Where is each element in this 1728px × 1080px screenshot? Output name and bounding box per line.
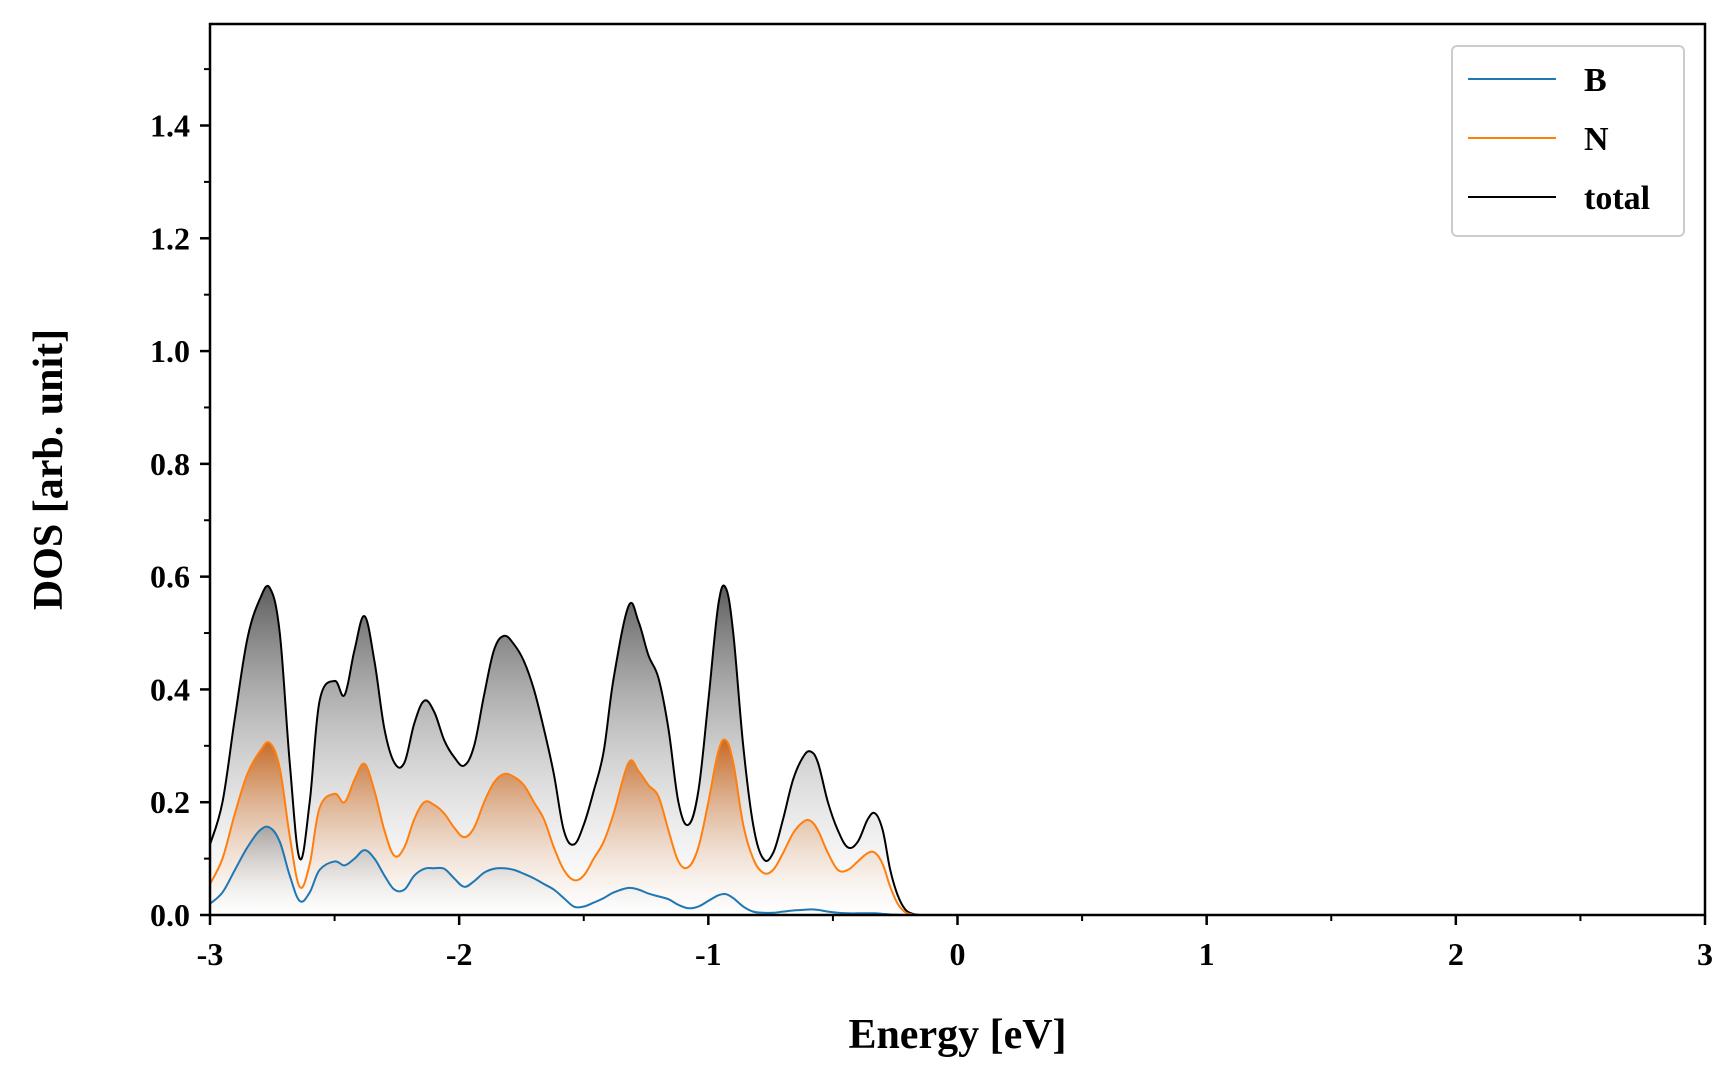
x-tick-label: 1 xyxy=(1199,936,1215,972)
y-tick-label: 1.0 xyxy=(150,333,190,369)
y-tick-label: 0.8 xyxy=(150,446,190,482)
x-tick-label: 3 xyxy=(1697,936,1713,972)
y-tick-label: 1.4 xyxy=(150,108,190,144)
legend-box xyxy=(1451,45,1685,237)
y-tick-label: 0.0 xyxy=(150,897,190,933)
y-tick-label: 0.2 xyxy=(150,784,190,820)
series-total-area xyxy=(210,585,1705,915)
series-b-line xyxy=(209,825,1705,917)
y-tick-label: 0.6 xyxy=(150,559,190,595)
y-tick-label: 1.2 xyxy=(150,220,190,256)
x-tick-label: 2 xyxy=(1448,936,1464,972)
series-b-area xyxy=(210,826,1705,915)
legend-label-b: B xyxy=(1584,62,1607,99)
series-total-line xyxy=(209,584,1705,917)
legend-label-total: total xyxy=(1584,180,1650,217)
legend-label-n: N xyxy=(1584,121,1609,158)
y-axis-title: DOS [arb. unit] xyxy=(26,329,72,610)
y-tick-label: 0.4 xyxy=(150,671,190,707)
x-axis-title: Energy [eV] xyxy=(848,1012,1066,1058)
x-tick-label: -1 xyxy=(695,936,722,972)
series-n-line xyxy=(209,738,1705,917)
x-tick-label: -2 xyxy=(446,936,473,972)
x-tick-label: -3 xyxy=(197,936,224,972)
axes: -3 -2 -1 0 1 2 3 0.0 0.2 0.4 0.6 0.8 1.0 1.2 1.4 Energy… xyxy=(26,22,1713,1058)
x-tick-label: 0 xyxy=(950,936,966,972)
